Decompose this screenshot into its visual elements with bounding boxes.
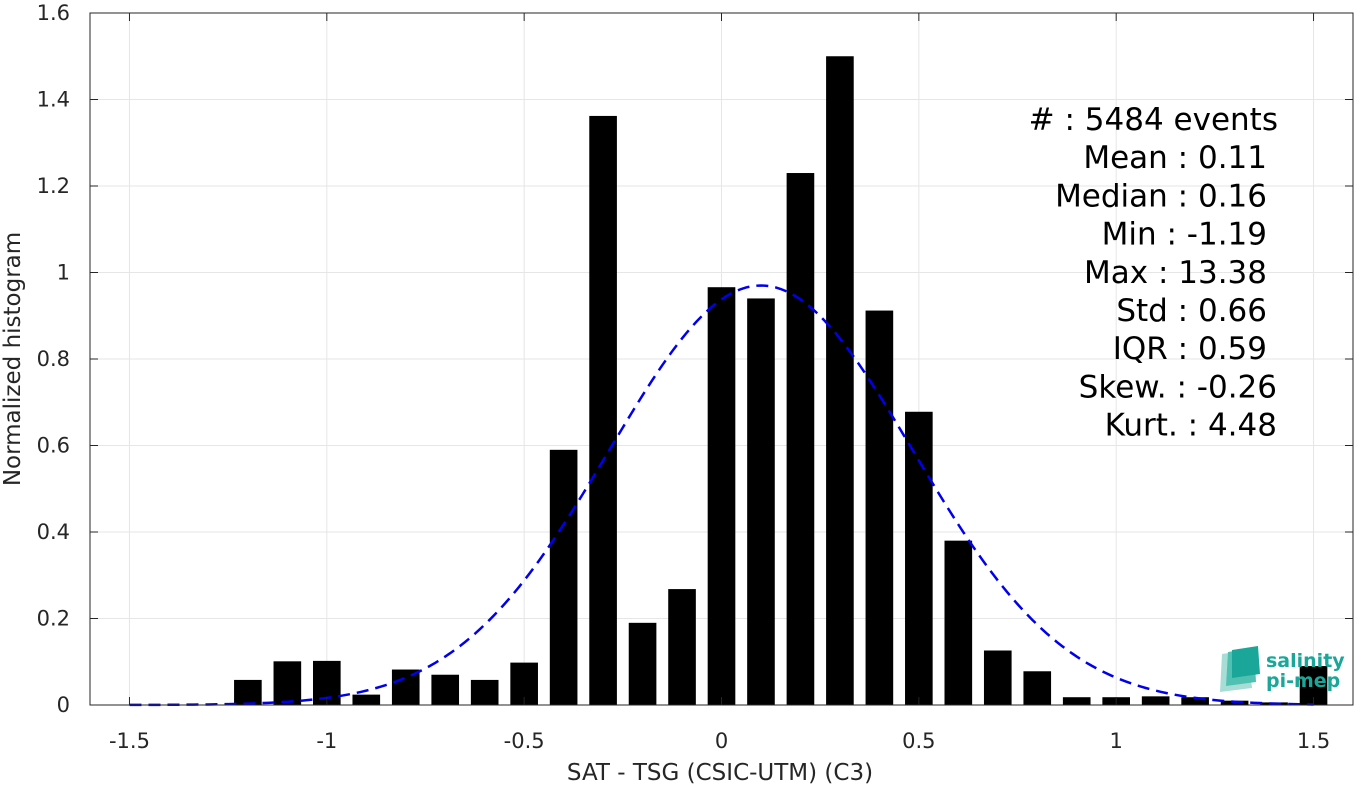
salinity-pi-mep-logo: salinity pi-mep <box>1220 646 1345 692</box>
histogram-bar-3 <box>352 694 381 705</box>
histogram-bar-4 <box>391 669 420 705</box>
stat-line-4: Max : 13.38 <box>1084 255 1267 291</box>
x-tick-label-2: -0.5 <box>504 729 545 753</box>
grid-lines <box>90 12 1353 706</box>
histogram-bar-12 <box>707 287 736 705</box>
histogram-bar-14 <box>786 173 815 705</box>
stat-line-6: IQR : 0.59 <box>1113 331 1267 367</box>
x-axis-label: SAT - TSG (CSIC-UTM) (C3) <box>567 760 873 785</box>
histogram-bar-11 <box>668 589 696 705</box>
histogram-bar-0 <box>234 679 262 705</box>
y-axis-label: Normalized histogram <box>0 232 26 486</box>
histogram-bar-10 <box>628 622 657 705</box>
histogram-bar-6 <box>470 679 499 705</box>
logo-wave-icon <box>1220 646 1260 692</box>
stat-line-7: Skew. : -0.26 <box>1079 369 1277 405</box>
logo-line-1: salinity <box>1266 650 1345 672</box>
y-tick-label-3: 0.6 <box>37 434 70 458</box>
stat-line-5: Std : 0.66 <box>1116 293 1267 329</box>
histogram-bar-20 <box>1023 671 1052 705</box>
x-tick-label-6: 1.5 <box>1297 729 1330 753</box>
x-tick-label-4: 0.5 <box>902 729 935 753</box>
histogram-bar-23 <box>1141 696 1170 705</box>
histogram-bar-21 <box>1062 697 1091 705</box>
histogram-bar-9 <box>589 115 617 705</box>
stat-line-8: Kurt. : 4.48 <box>1105 408 1277 444</box>
y-axis-ticks: 0 0.2 0.4 0.6 0.8 1 1.2 1.4 1.6 <box>37 1 1353 717</box>
histogram-bar-15 <box>826 56 854 705</box>
x-tick-label-1: -1 <box>316 729 337 753</box>
histogram-bar-18 <box>944 540 973 705</box>
histogram-bar-17 <box>905 411 933 705</box>
histogram-bars <box>234 56 1328 705</box>
y-tick-label-5: 1 <box>57 261 70 285</box>
y-tick-label-7: 1.4 <box>37 88 70 112</box>
y-tick-label-4: 0.8 <box>37 347 70 371</box>
y-tick-label-6: 1.2 <box>37 174 70 198</box>
logo-line-2: pi-mep <box>1266 670 1340 692</box>
y-tick-label-8: 1.6 <box>37 1 70 25</box>
histogram-bar-24 <box>1181 697 1209 705</box>
y-tick-label-0: 0 <box>57 693 70 717</box>
histogram-bar-13 <box>747 298 775 705</box>
histogram-bar-8 <box>549 449 578 705</box>
x-tick-label-5: 1 <box>1110 729 1123 753</box>
stat-line-2: Median : 0.16 <box>1055 178 1267 214</box>
x-axis-ticks: -1.5 -1 -0.5 0 0.5 1 1.5 <box>109 13 1330 753</box>
y-tick-label-2: 0.4 <box>37 520 70 544</box>
x-tick-label-0: -1.5 <box>109 729 150 753</box>
x-tick-label-3: 0 <box>715 729 728 753</box>
stat-line-0: # : 5484 events <box>1029 102 1278 138</box>
histogram-bar-1 <box>273 661 302 705</box>
histogram-bar-5 <box>431 674 460 705</box>
histogram-bar-19 <box>983 650 1012 705</box>
y-tick-label-1: 0.2 <box>37 607 70 631</box>
stat-line-3: Min : -1.19 <box>1102 217 1267 253</box>
histogram-bar-16 <box>865 310 894 705</box>
stat-line-1: Mean : 0.11 <box>1083 140 1267 176</box>
